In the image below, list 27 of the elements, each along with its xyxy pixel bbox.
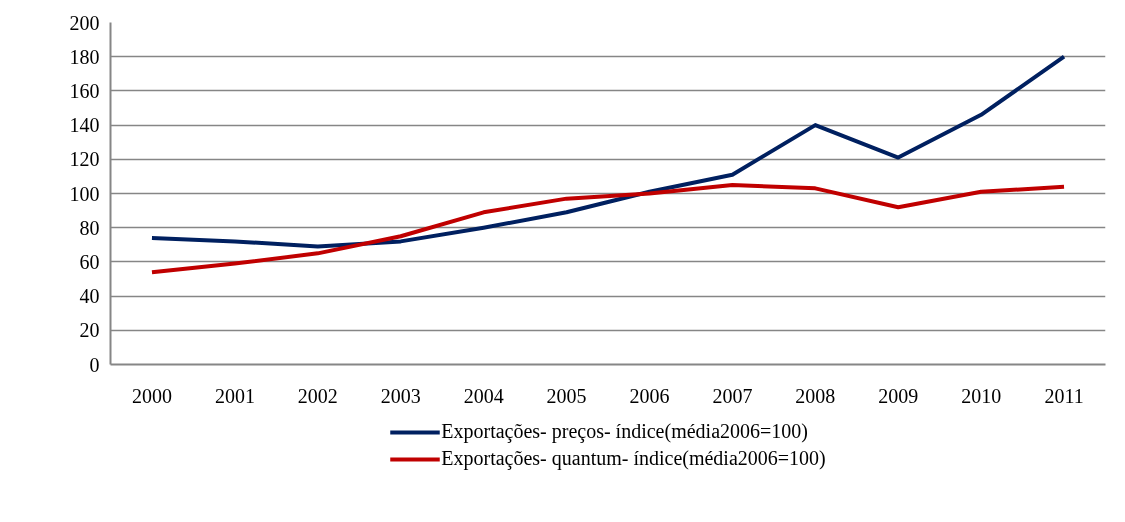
y-tick-label: 20 [79, 319, 100, 342]
y-tick-label: 100 [69, 182, 100, 205]
x-tick-label: 2003 [380, 384, 421, 407]
y-tick-label: 120 [69, 148, 100, 171]
x-tick-label: 2007 [712, 384, 753, 407]
y-tick-label: 200 [69, 11, 100, 34]
y-tick-label: 140 [69, 114, 100, 137]
y-tick-label: 80 [79, 216, 100, 239]
x-tick-label: 2006 [629, 384, 670, 407]
line-series [149, 54, 1067, 249]
legend-label: Exportações- preços- índice(média2006=100) [441, 420, 808, 443]
x-tick-label: 2011 [1044, 384, 1084, 407]
legend-label: Exportações- quantum- índice(média2006=100) [441, 447, 826, 470]
line-series [149, 182, 1067, 275]
y-tick-label: 60 [79, 250, 100, 273]
x-tick-label: 2008 [795, 384, 836, 407]
x-tick-label: 2005 [546, 384, 587, 407]
x-tick-label: 2009 [878, 384, 919, 407]
x-tick-label: 2001 [214, 384, 255, 407]
y-tick-label: 180 [69, 45, 100, 68]
x-tick-label: 2004 [463, 384, 504, 407]
x-tick-label: 2010 [961, 384, 1002, 407]
x-tick-label: 2002 [297, 384, 338, 407]
y-tick-label: 0 [89, 353, 100, 376]
y-tick-label: 40 [79, 285, 100, 308]
x-tick-label: 2000 [131, 384, 172, 407]
y-tick-label: 160 [69, 79, 100, 102]
